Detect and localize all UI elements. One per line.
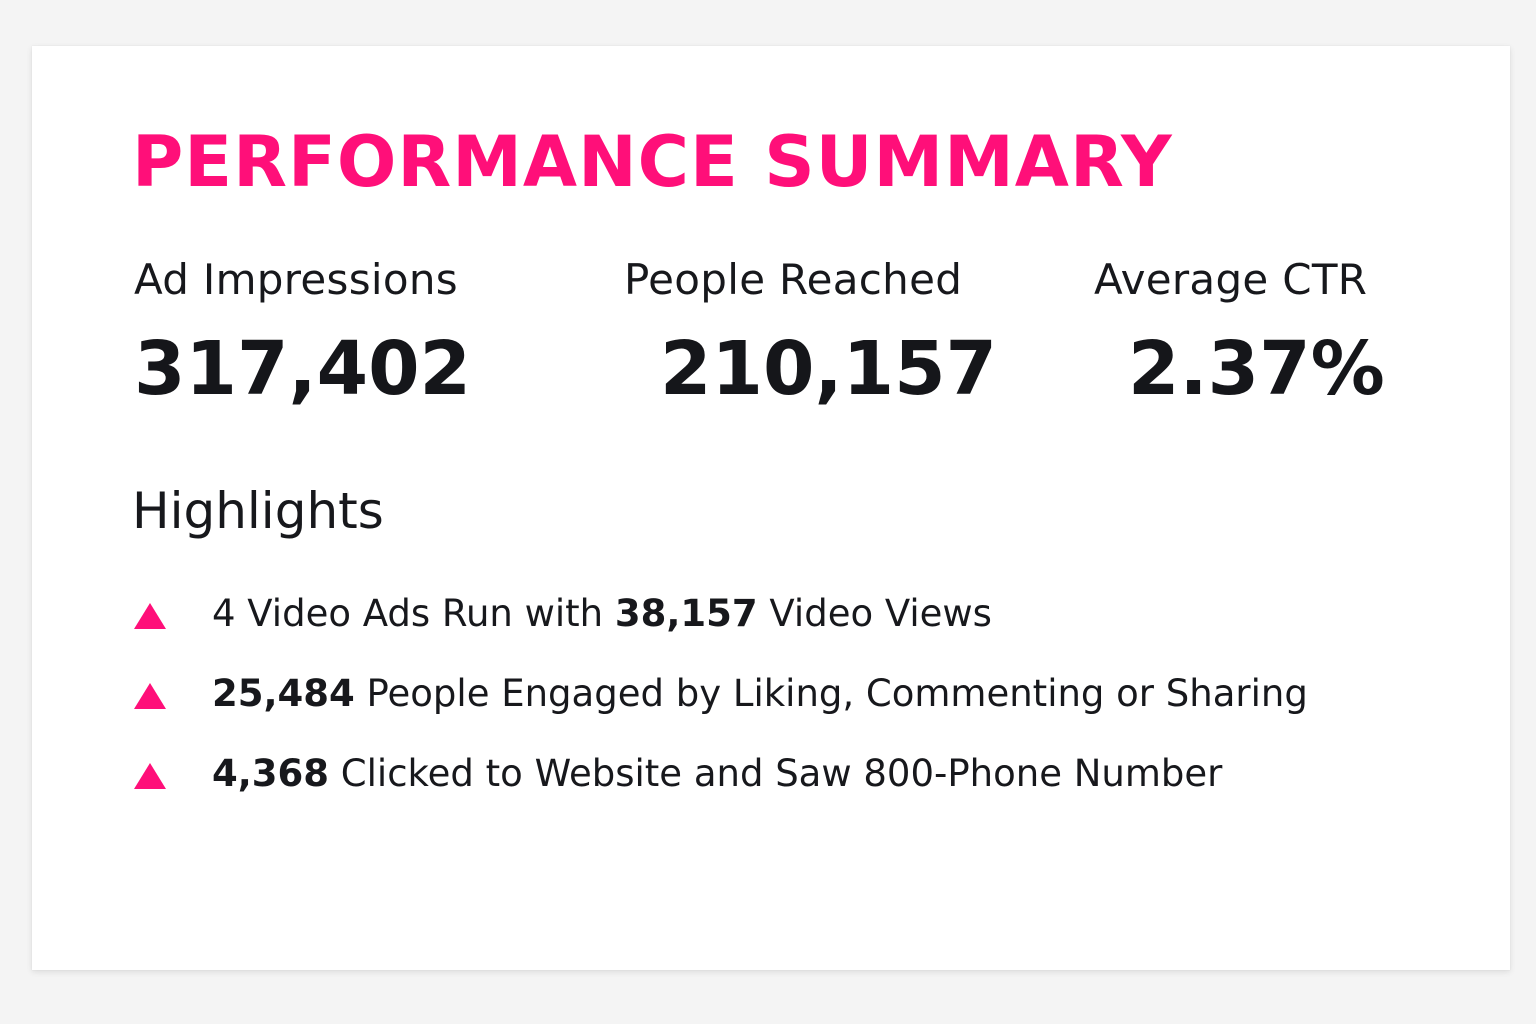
- metric-value: 210,157: [660, 326, 998, 412]
- highlight-text-post: People Engaged by Liking, Commenting or …: [354, 672, 1308, 715]
- list-item: 25,484 People Engaged by Liking, Comment…: [132, 654, 1308, 734]
- triangle-up-icon: [134, 763, 166, 789]
- metric-label: Ad Impressions: [134, 255, 458, 304]
- highlights-heading: Highlights: [132, 482, 384, 540]
- metric-value: 2.37%: [1128, 326, 1385, 412]
- highlight-text: 4 Video Ads Run with 38,157 Video Views: [212, 589, 992, 639]
- page-title: PERFORMANCE SUMMARY: [132, 121, 1173, 203]
- metric-average-ctr: Average CTR 2.37%: [1094, 252, 1385, 414]
- highlight-text: 25,484 People Engaged by Liking, Comment…: [212, 669, 1308, 719]
- highlight-text-post: Video Views: [757, 592, 992, 635]
- list-item: 4,368 Clicked to Website and Saw 800-Pho…: [132, 734, 1308, 814]
- highlight-number: 25,484: [212, 672, 355, 715]
- summary-card: PERFORMANCE SUMMARY Ad Impressions 317,4…: [32, 46, 1510, 970]
- highlight-text: 4,368 Clicked to Website and Saw 800-Pho…: [212, 749, 1222, 799]
- metric-value: 317,402: [134, 326, 472, 412]
- metric-label: Average CTR: [1094, 255, 1368, 304]
- highlight-number: 38,157: [614, 592, 758, 635]
- metric-label: People Reached: [624, 255, 963, 304]
- metric-people-reached: People Reached 210,157: [624, 252, 997, 414]
- highlights-list: 4 Video Ads Run with 38,157 Video Views …: [132, 574, 1308, 814]
- triangle-up-icon: [134, 683, 166, 709]
- triangle-up-icon: [134, 603, 166, 629]
- metric-ad-impressions: Ad Impressions 317,402: [134, 252, 471, 414]
- highlight-text-pre: 4 Video Ads Run with: [212, 592, 615, 635]
- highlight-number: 4,368: [212, 752, 330, 795]
- highlight-text-post: Clicked to Website and Saw 800-Phone Num…: [329, 752, 1223, 795]
- list-item: 4 Video Ads Run with 38,157 Video Views: [132, 574, 1308, 654]
